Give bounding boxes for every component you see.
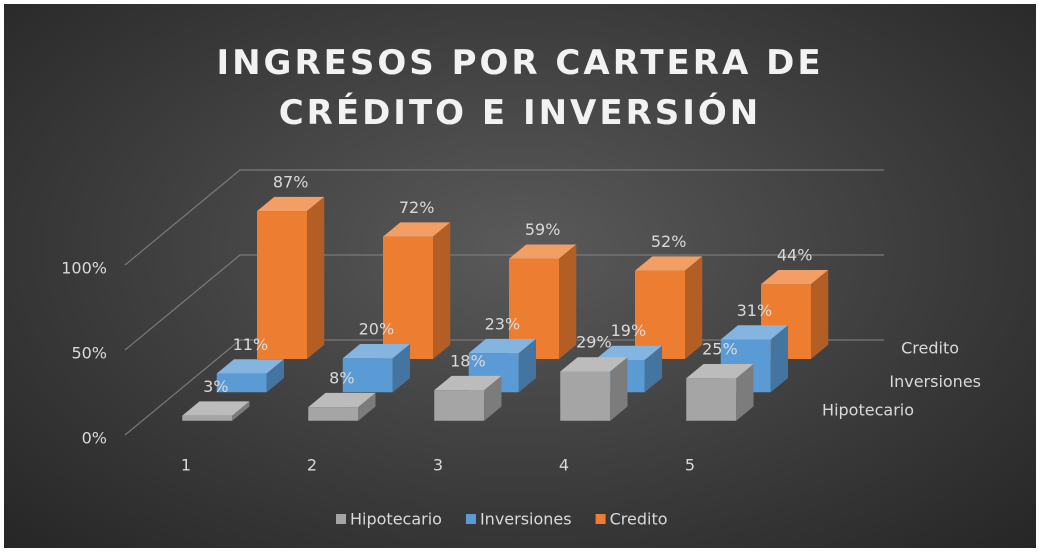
- bar-side: [392, 344, 410, 393]
- bar-side: [770, 325, 788, 393]
- x-tick-label: 5: [685, 456, 695, 475]
- bar-side: [518, 338, 536, 393]
- data-label: 19%: [611, 321, 647, 340]
- bar-side: [811, 269, 829, 359]
- bar-top: [635, 256, 703, 271]
- grid-line: [124, 254, 884, 351]
- data-label: 52%: [651, 232, 687, 251]
- chart-area: INGRESOS POR CARTERA DE CRÉDITO E INVERS…: [4, 4, 1036, 548]
- y-tick-label: 100%: [61, 259, 107, 278]
- bar-front: [686, 378, 737, 421]
- bar-top: [560, 357, 628, 372]
- bar-top: [308, 392, 376, 408]
- data-label: 23%: [485, 314, 521, 333]
- bar-front: [342, 358, 393, 393]
- legend-label: Hipotecario: [350, 510, 442, 529]
- bar-front: [560, 371, 611, 421]
- bar-side: [307, 196, 325, 359]
- depth-axis-label: Hipotecario: [822, 400, 914, 419]
- bar-top: [434, 375, 502, 391]
- depth-axis-label: Inversiones: [889, 372, 981, 391]
- bar-side: [685, 256, 703, 359]
- bar-side: [433, 222, 451, 359]
- y-tick-label: 0%: [82, 429, 107, 448]
- bar-top: [509, 244, 577, 259]
- legend-label: Inversiones: [480, 510, 572, 529]
- bar-side: [358, 392, 376, 421]
- bar-top: [468, 338, 536, 354]
- x-tick-label: 4: [559, 456, 569, 475]
- bar-side: [736, 364, 754, 421]
- bar-front: [434, 390, 485, 421]
- data-label: 25%: [702, 340, 738, 359]
- bar-front: [308, 407, 359, 421]
- x-tick-label: 2: [307, 456, 317, 475]
- data-label: 87%: [273, 172, 309, 191]
- data-label: 59%: [525, 220, 561, 239]
- bar-side: [559, 244, 577, 359]
- data-label: 29%: [576, 333, 612, 352]
- data-label: 18%: [450, 351, 486, 370]
- data-label: 44%: [777, 245, 813, 264]
- y-tick-label: 50%: [71, 344, 107, 363]
- data-label: 31%: [737, 301, 773, 320]
- bar-side: [610, 357, 628, 421]
- bar-side: [232, 401, 250, 421]
- bar-top: [257, 196, 325, 212]
- bar-side: [266, 359, 284, 393]
- bar-top: [182, 401, 250, 416]
- data-label: 3%: [203, 377, 228, 396]
- data-label: 11%: [233, 335, 269, 354]
- x-tick-label: 1: [181, 456, 191, 475]
- legend-label: Credito: [610, 510, 668, 529]
- bar-top: [594, 345, 662, 360]
- legend-swatch: [595, 514, 606, 524]
- bar-top: [761, 269, 829, 285]
- bar-front: [182, 415, 233, 421]
- x-tick-label: 3: [433, 456, 443, 475]
- grid-line: [124, 169, 884, 266]
- data-label: 8%: [329, 368, 354, 387]
- bar-top: [720, 325, 788, 340]
- bar-front: [216, 373, 267, 393]
- chart-title: INGRESOS POR CARTERA DE CRÉDITO E INVERS…: [216, 43, 824, 133]
- bar-front: [383, 236, 433, 359]
- bar-front: [635, 270, 685, 359]
- bar-front: [257, 211, 307, 359]
- bar-top: [686, 364, 754, 379]
- bar-top: [383, 222, 451, 237]
- depth-axis-label: Credito: [901, 339, 959, 358]
- bar-top: [216, 359, 284, 374]
- data-label: 20%: [359, 320, 395, 339]
- data-label: 72%: [399, 198, 435, 217]
- bar-side: [644, 345, 662, 393]
- bar-top: [342, 344, 410, 359]
- legend-swatch: [465, 514, 476, 524]
- legend-swatch: [336, 514, 346, 524]
- bar-side: [484, 375, 502, 421]
